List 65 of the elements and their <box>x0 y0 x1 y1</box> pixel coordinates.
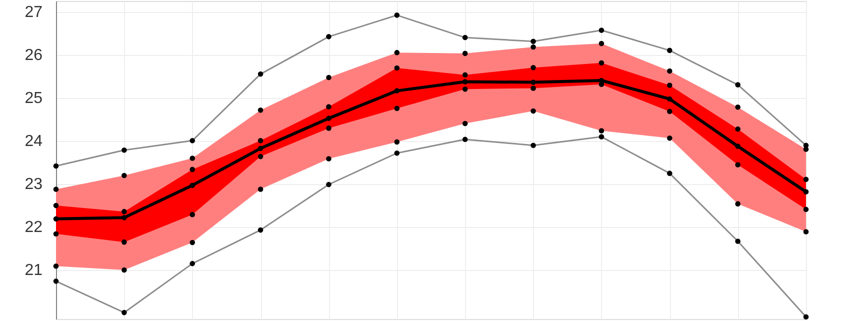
point <box>394 65 400 71</box>
point <box>258 186 264 192</box>
point <box>530 108 536 114</box>
point <box>53 216 59 222</box>
point <box>666 108 672 114</box>
point <box>190 212 196 218</box>
point <box>394 106 400 112</box>
point <box>598 40 604 46</box>
point <box>735 104 740 110</box>
point <box>326 156 332 162</box>
point <box>394 139 400 145</box>
y-tick-label: 23 <box>24 176 43 194</box>
point <box>122 267 127 273</box>
point <box>462 120 468 126</box>
point <box>190 182 196 188</box>
y-tick-label: 25 <box>24 90 43 108</box>
point <box>530 80 536 85</box>
point <box>258 138 264 144</box>
point <box>462 86 468 92</box>
point <box>326 104 332 110</box>
point <box>666 135 672 141</box>
point <box>530 86 536 91</box>
point <box>53 264 59 269</box>
point <box>803 176 809 182</box>
point <box>666 82 672 88</box>
point <box>462 79 468 84</box>
point <box>803 146 809 152</box>
point <box>666 96 672 102</box>
point <box>326 74 332 80</box>
point <box>598 128 604 134</box>
point <box>122 172 127 178</box>
point <box>190 166 196 172</box>
y-tick-label: 21 <box>24 262 43 280</box>
point <box>53 186 59 192</box>
point <box>258 108 264 113</box>
y-tick-label: 26 <box>24 47 43 64</box>
point <box>394 88 400 94</box>
point <box>530 44 536 50</box>
point <box>462 72 468 78</box>
y-tick-label: 27 <box>24 4 43 22</box>
point <box>735 201 740 206</box>
point <box>735 162 740 168</box>
point <box>735 144 740 149</box>
point <box>803 189 809 194</box>
point <box>735 126 740 132</box>
point <box>530 64 536 70</box>
point <box>598 60 604 66</box>
point <box>803 206 809 212</box>
point <box>122 239 127 245</box>
y-tick-label: 22 <box>24 219 43 236</box>
point <box>803 229 809 234</box>
point <box>462 50 468 56</box>
point <box>326 116 332 121</box>
point <box>666 68 672 74</box>
point <box>190 156 196 161</box>
y-tick-label: 24 <box>24 133 43 150</box>
point <box>122 208 127 214</box>
point <box>258 146 264 152</box>
point <box>53 231 59 237</box>
point <box>122 214 127 220</box>
point <box>190 240 196 246</box>
point <box>53 202 59 208</box>
point <box>394 50 400 56</box>
point <box>258 154 264 160</box>
point <box>326 126 332 131</box>
